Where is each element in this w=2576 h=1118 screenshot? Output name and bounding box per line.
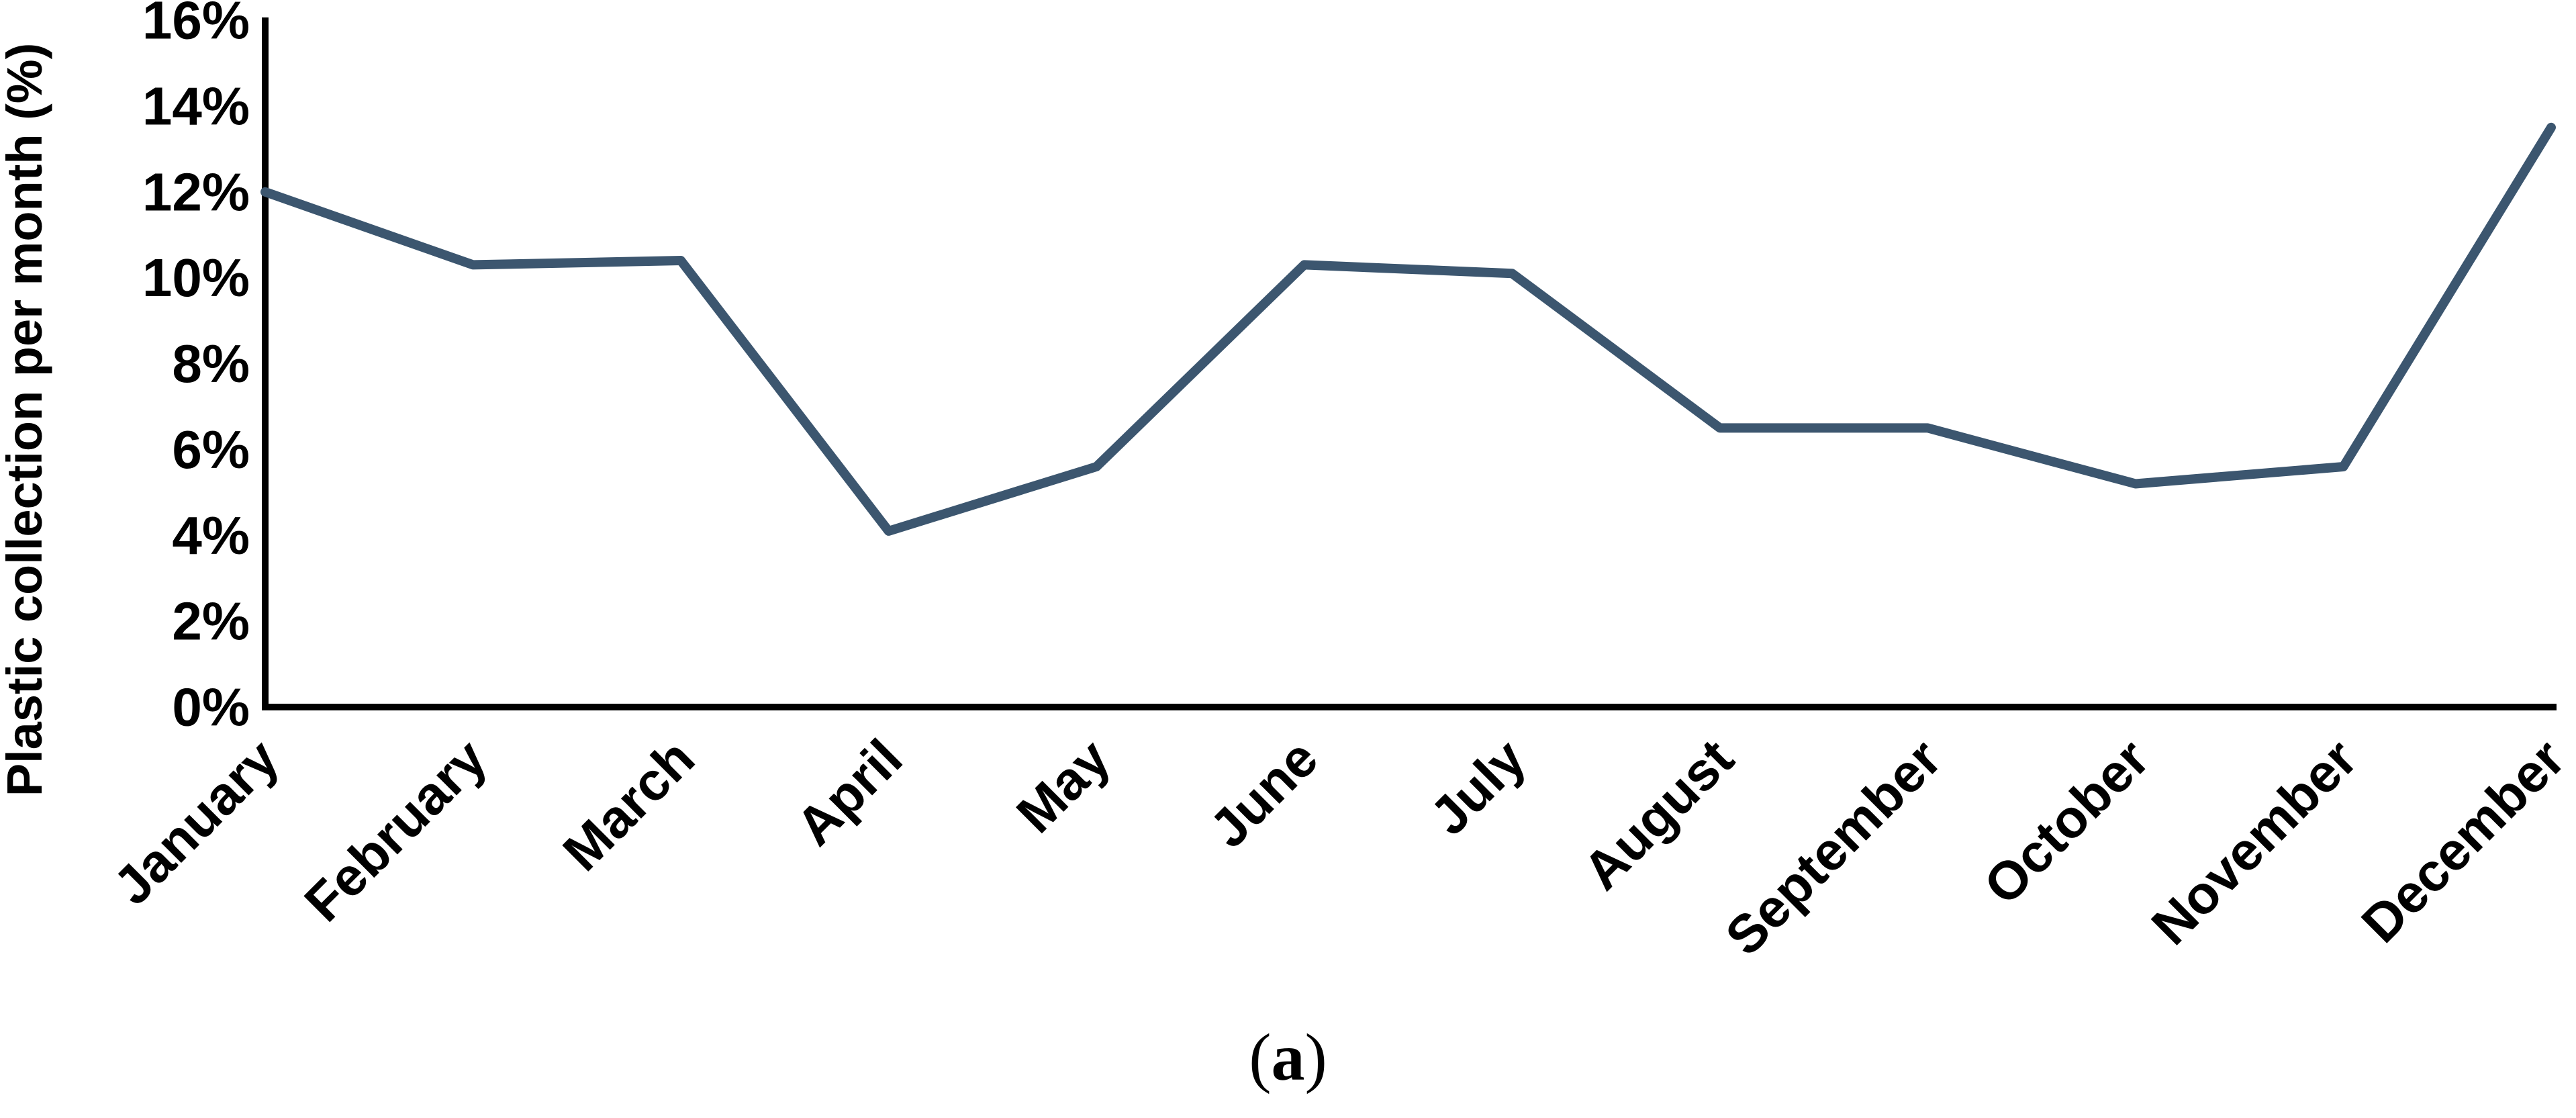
y-tick-label: 6% [172,420,250,479]
caption-letter: a [1271,1020,1305,1095]
y-tick-label: 0% [172,678,250,737]
y-tick-label: 12% [142,162,250,222]
y-tick-label: 10% [142,248,250,308]
y-tick-label: 14% [142,76,250,136]
data-line [260,122,2556,536]
plastic-collection-line-chart: 0%2%4%6%8%10%12%14%16%January February Mar… [0,0,2576,1000]
y-tick-label: 2% [172,592,250,651]
caption-open-paren: ( [1249,1020,1272,1095]
chart-background [0,0,2576,1000]
caption-close-paren: ) [1304,1020,1327,1095]
figure-caption: (a) [0,1024,2576,1091]
y-tick-label: 8% [172,334,250,393]
y-tick-label: 4% [172,506,250,565]
y-axis-title: Plastic collection per month (%) [0,43,52,797]
y-tick-label: 16% [142,0,250,50]
